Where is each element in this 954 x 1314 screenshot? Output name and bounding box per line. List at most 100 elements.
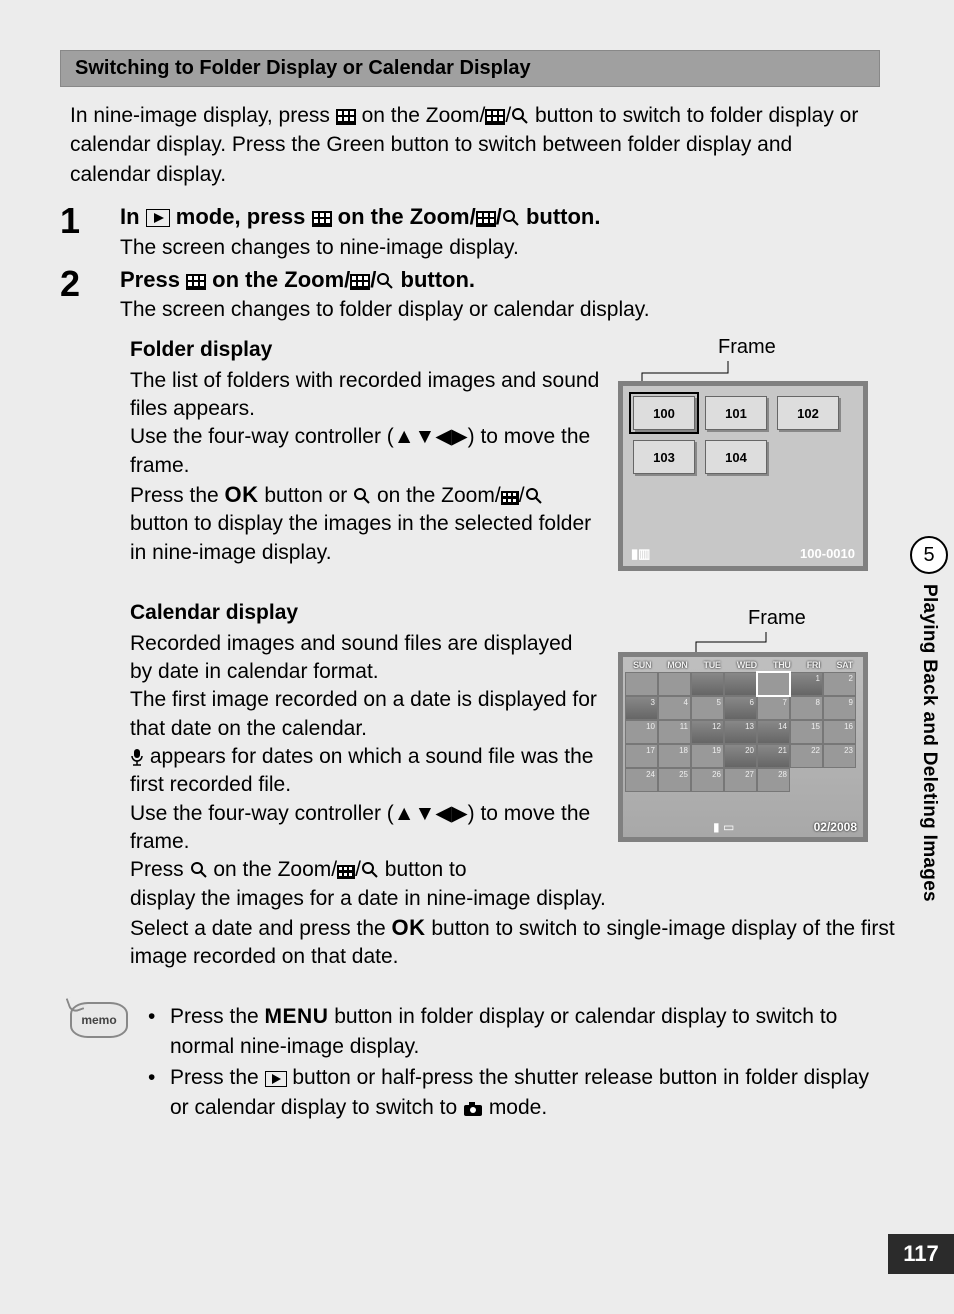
folder-p1: The list of folders with recorded images… [130,367,600,424]
grid-icon [350,274,370,290]
memo-icon: memo [70,1002,130,1124]
folder-figure: Frame 100101102103104 ▮▥ 100-0010 [618,336,868,571]
cal-cell [658,672,691,696]
cal-cont2: Select a date and press the OK button to… [130,913,910,972]
grid-icon [186,274,206,290]
cal-icons: ▮ ▭ [713,820,734,834]
cal-cell: 9 [823,696,856,720]
step-desc: The screen changes to nine-image display… [120,236,880,260]
cal-cell [724,672,757,696]
memo-badge: memo [70,1002,128,1038]
bullet: • [148,1063,170,1124]
battery-icon: ▮▥ [631,546,650,562]
folder-p3: Press the OK button or on the Zoom// but… [130,480,600,567]
folder-item: 104 [705,440,767,474]
cal-cell: 26 [691,768,724,792]
cal-cell: 28 [757,768,790,792]
ok-label: OK [392,915,426,940]
cal-cell: 1 [790,672,823,696]
cal-cell: 11 [658,720,691,744]
camera-icon [463,1101,483,1117]
calendar-screen: SUNMONTUEWEDTHUFRISAT 123456789101112131… [618,652,868,842]
bullet: • [148,1002,170,1063]
memo-text: Press the button or half-press the shutt… [170,1063,880,1124]
frame-label: Frame [718,336,868,359]
memo-block: memo • Press the MENU button in folder d… [70,1002,880,1124]
cal-cell: 8 [790,696,823,720]
page-number: 117 [888,1234,954,1274]
t: mode, press [176,204,312,229]
cal-p2: The first image recorded on a date is di… [130,686,600,743]
menu-label: MENU [265,1005,329,1028]
cal-cell: 16 [823,720,856,744]
folder-item: 103 [633,440,695,474]
step-heading: Press on the Zoom// button. [120,266,880,295]
cal-cell: 15 [790,720,823,744]
grid-icon [485,109,505,125]
cal-p3: appears for dates on which a sound file … [130,743,600,800]
cal-cell: 2 [823,672,856,696]
folder-item: 101 [705,396,767,430]
folder-block: Folder display The list of folders with … [130,336,880,571]
intro-text: In nine-image display, press on the Zoom… [70,101,870,189]
cal-weekday: SAT [836,660,852,670]
cal-cell: 20 [724,744,757,768]
memo-item: • Press the button or half-press the shu… [148,1063,880,1124]
cal-weekday: SUN [633,660,651,670]
callout-line [618,632,778,652]
cal-cell: 22 [790,744,823,768]
side-tab: 5 Playing Back and Deleting Images [904,530,954,1050]
calendar-figure: Frame SUNMONTUEWEDTHUFRISAT 123456789101… [618,607,868,884]
step-heading: In mode, press on the Zoom// button. [120,203,880,232]
cal-cell: 6 [724,696,757,720]
cal-p1: Recorded images and sound files are disp… [130,630,600,687]
cal-cell: 23 [823,744,856,768]
cal-date: 02/2008 [814,820,857,834]
cal-cell: 19 [691,744,724,768]
grid-icon [312,211,332,227]
cal-weekday: THU [773,660,791,670]
cal-p5: Press on the Zoom// button to [130,856,600,884]
cal-cell: 17 [625,744,658,768]
cal-cont1: display the images for a date in nine-im… [130,885,910,913]
folder-item: 100 [633,396,695,430]
magnify-icon [353,487,371,505]
cal-weekday: MON [667,660,687,670]
step-2: 2 Press on the Zoom// button. The screen… [60,266,880,323]
t: Press [120,267,186,292]
grid-icon [336,109,356,125]
t: Press the [170,1005,265,1028]
magnify-icon [511,107,529,125]
folder-status: 100-0010 [800,546,855,562]
magnify-icon [190,861,208,879]
cal-cell: 24 [625,768,658,792]
step-number: 1 [60,203,120,260]
cal-cell: 5 [691,696,724,720]
t: Press the [130,484,225,507]
chapter-number: 5 [910,536,948,574]
playback-icon [265,1071,287,1087]
magnify-icon [376,272,394,290]
chapter-title: Playing Back and Deleting Images [918,584,940,902]
step-desc: The screen changes to folder display or … [120,298,880,322]
cal-cell: 7 [757,696,790,720]
grid-icon [337,865,355,879]
step-1: 1 In mode, press on the Zoom// button. T… [60,203,880,260]
section-title: Switching to Folder Display or Calendar … [60,50,880,87]
t: Select a date and press the [130,917,392,940]
calendar-block: Calendar display Recorded images and sou… [130,599,880,884]
t: button or [259,484,354,507]
cal-cell: 3 [625,696,658,720]
playback-icon [146,209,170,227]
calendar-title: Calendar display [130,599,600,627]
folder-p2: Use the four-way controller (▲▼◀▶) to mo… [130,423,600,480]
ok-label: OK [225,482,259,507]
cal-cell [625,672,658,696]
memo-text: Press the MENU button in folder display … [170,1002,880,1063]
memo-item: • Press the MENU button in folder displa… [148,1002,880,1063]
t: on the Zoom/ [371,484,501,507]
cal-weekday: FRI [807,660,821,670]
cal-cell: 27 [724,768,757,792]
grid-icon [476,211,496,227]
cal-cell: 12 [691,720,724,744]
